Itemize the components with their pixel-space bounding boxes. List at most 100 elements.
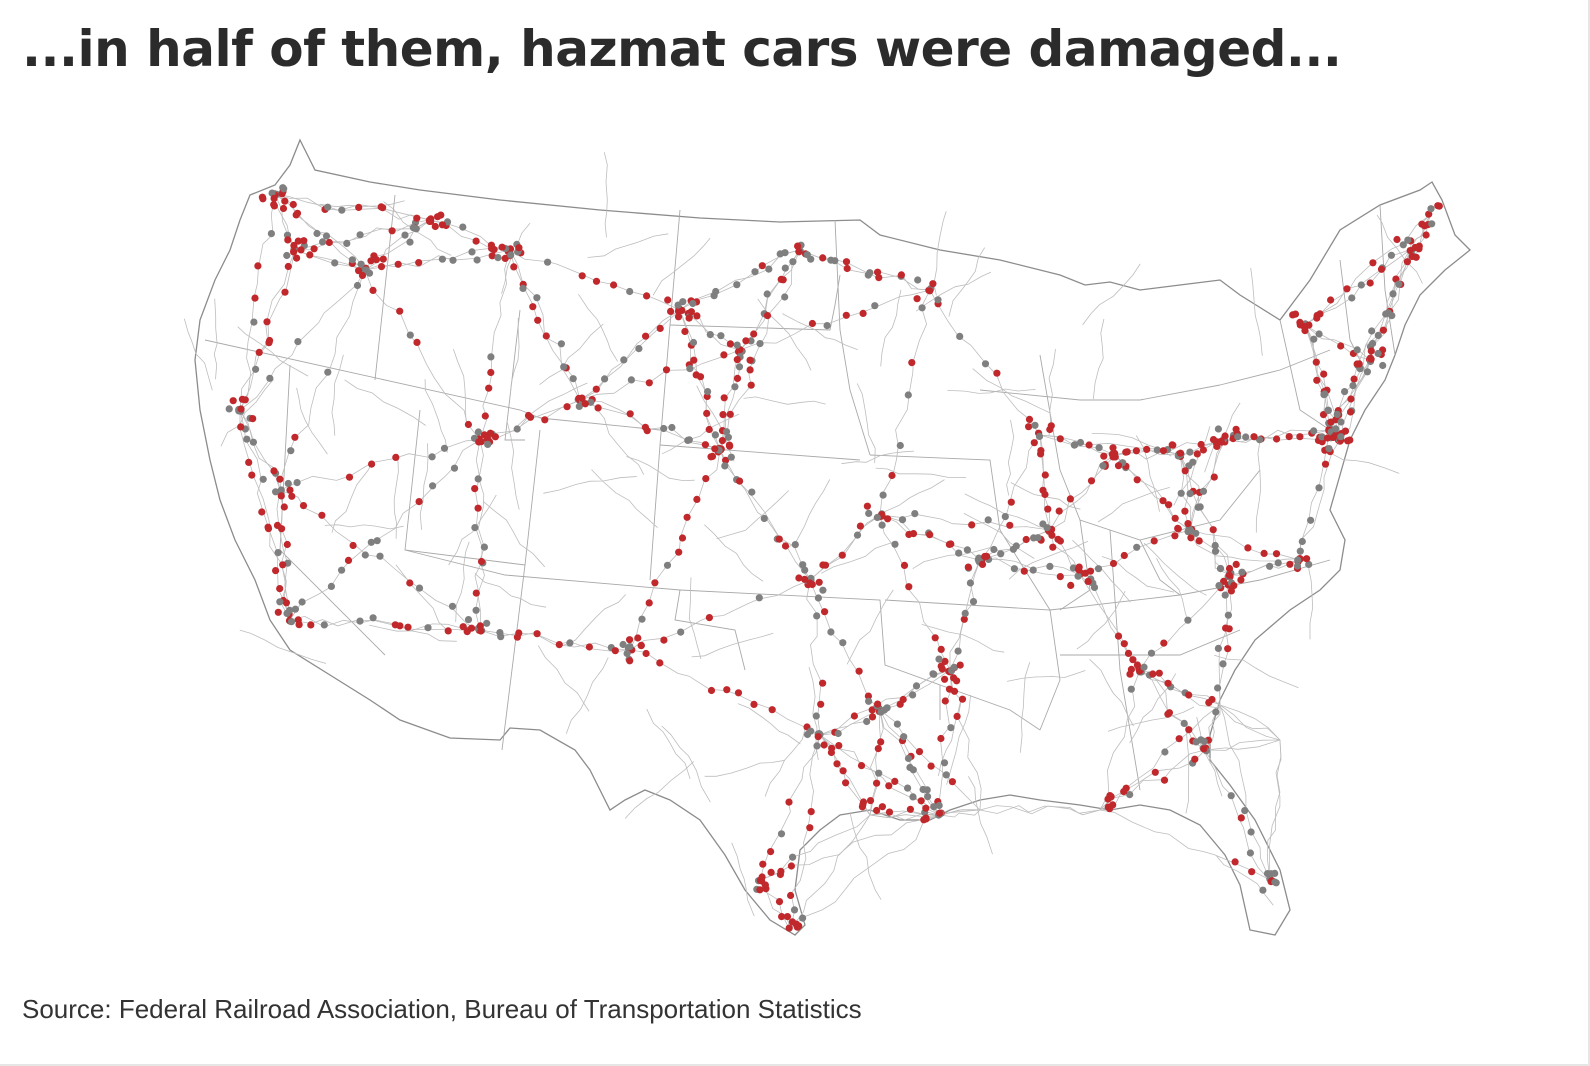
rail-line [879,289,931,516]
undamaged-incident-dot [891,540,899,548]
damaged-incident-dot [344,556,353,564]
rail-line [704,759,785,777]
undamaged-incident-dot [1029,566,1037,574]
undamaged-incident-dot [1320,391,1328,399]
undamaged-incident-dot [464,616,473,624]
damaged-incident-dot [490,245,498,254]
damaged-incident-dot [675,548,683,556]
damaged-incident-dot [838,551,846,559]
damaged-incident-dot [1111,453,1119,461]
damaged-incident-dot [908,359,916,367]
undamaged-incident-dot [1140,663,1148,671]
undamaged-incident-dot [731,383,739,391]
damaged-incident-dot [917,797,925,805]
damaged-incident-dot [533,630,541,638]
damaged-incident-dot [687,308,695,316]
undamaged-incident-dot [668,423,676,432]
us-outline [194,138,1471,936]
damaged-incident-dot [885,782,893,790]
undamaged-incident-dot [689,299,697,308]
damaged-incident-dot [953,677,961,685]
undamaged-incident-dot [1189,458,1197,466]
damaged-incident-dot [873,779,881,787]
undamaged-incident-dot [1341,388,1349,396]
damaged-incident-dot [1305,321,1313,329]
rail-line [869,811,941,821]
undamaged-incident-dot [361,551,369,559]
undamaged-incident-dot [324,368,332,376]
damaged-incident-dot [1237,576,1245,584]
damaged-incident-dot [1225,571,1233,579]
damaged-incident-dot [248,471,256,479]
damaged-incident-dot [318,511,326,519]
undamaged-incident-dot [415,584,424,592]
damaged-incident-dot [842,311,850,319]
undamaged-incident-dot [799,914,807,922]
rail-line [737,703,801,745]
rail-line [921,624,1005,653]
undamaged-incident-dot [338,566,346,574]
undamaged-incident-dot [873,513,881,522]
damaged-incident-dot [864,692,873,700]
rail-line [220,378,275,447]
undamaged-incident-dot [756,340,764,348]
undamaged-incident-dot [955,549,963,557]
undamaged-incident-dot [1310,335,1318,343]
damaged-incident-dot [1337,342,1345,350]
damaged-incident-dot [929,280,937,288]
rail-line [979,558,1081,576]
undamaged-incident-dot [893,720,902,728]
rail-line [1097,487,1170,523]
undamaged-incident-dot [934,296,942,304]
undamaged-incident-dot [1369,339,1377,348]
undamaged-incident-dot [338,206,346,214]
undamaged-incident-dot [1214,425,1222,433]
damaged-incident-dot [1217,438,1226,446]
damaged-incident-dot [1341,427,1350,435]
state-borders [204,194,1396,791]
damaged-incident-dot [1087,477,1096,485]
damaged-incident-dot [888,471,896,480]
damaged-incident-dot [1272,550,1281,558]
undamaged-incident-dot [1272,879,1280,887]
undamaged-incident-dot [918,304,926,312]
undamaged-incident-dot [909,691,917,699]
undamaged-incident-dot [904,754,913,763]
damaged-incident-dot [1210,473,1218,481]
damaged-incident-dot [1222,624,1230,632]
undamaged-incident-dot [878,521,886,529]
damaged-incident-dot [1200,745,1208,753]
damaged-incident-dot [794,242,802,250]
damaged-incident-dot [787,891,795,900]
damaged-incident-dot [1187,534,1195,542]
undamaged-incident-dot [904,784,912,792]
damaged-incident-dot [372,256,380,264]
undamaged-incident-dot [1010,565,1019,573]
undamaged-incident-dot [272,488,280,496]
damaged-incident-dot [284,236,292,244]
damaged-incident-dot [1133,661,1141,669]
undamaged-incident-dot [287,618,296,626]
undamaged-incident-dot [791,541,799,549]
rail-line [331,462,373,533]
damaged-incident-dot [1159,497,1167,505]
damaged-incident-dot [718,437,727,445]
undamaged-incident-dot [751,268,759,276]
undamaged-incident-dot [1214,684,1222,692]
undamaged-incident-dot [1180,719,1188,728]
undamaged-incident-dot [1212,708,1220,716]
rail-line [364,269,481,441]
damaged-incident-dot [294,616,302,624]
damaged-incident-dot [526,413,535,421]
undamaged-incident-dot [1315,330,1323,338]
undamaged-incident-dot [1034,534,1042,542]
undamaged-incident-dot [1310,427,1318,435]
rail-line [661,725,711,803]
damaged-incident-dot [767,868,775,877]
damaged-incident-dot [299,502,308,510]
damaged-incident-dot [1367,347,1375,355]
damaged-incident-dot [763,312,772,320]
damaged-incident-dot [821,608,829,616]
damaged-incident-dot [1205,699,1213,707]
rail-line [646,708,691,780]
